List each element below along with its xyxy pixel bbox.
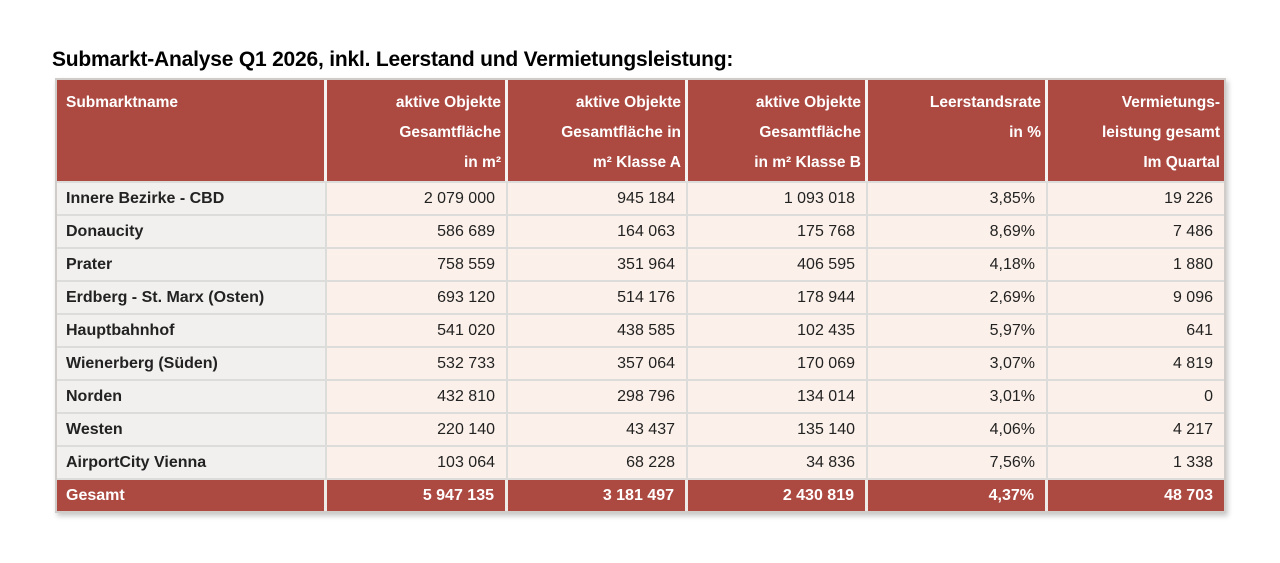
table-row: Hauptbahnhof 541 020 438 585 102 435 5,9… — [57, 313, 1224, 346]
cell-class-a-area: 514 176 — [508, 282, 688, 313]
cell-submarkt-name: AirportCity Vienna — [57, 447, 327, 478]
column-header-line — [868, 148, 1041, 178]
cell-vacancy-rate: 4,06% — [868, 414, 1048, 445]
total-vacancy-value: 4,37% — [868, 480, 1048, 511]
column-header-line: Submarktname — [66, 94, 178, 111]
cell-class-b-area: 175 768 — [688, 216, 868, 247]
cell-class-a-area: 438 585 — [508, 315, 688, 346]
column-header-line: m² Klasse A — [592, 154, 681, 171]
cell-class-b-area: 170 069 — [688, 348, 868, 379]
cell-vacancy-rate: 7,56% — [868, 447, 1048, 478]
cell-submarkt-name: Prater — [57, 249, 327, 280]
column-header-line: in m² Klasse B — [754, 154, 861, 171]
cell-vacancy-rate: 2,69% — [868, 282, 1048, 313]
table-row: Prater 758 559 351 964 406 595 4,18% 1 8… — [57, 247, 1224, 280]
table-row: Wienerberg (Süden) 532 733 357 064 170 0… — [57, 346, 1224, 379]
total-lettings-value: 48 703 — [1164, 486, 1213, 504]
cell-submarkt-name: Wienerberg (Süden) — [57, 348, 327, 379]
cell-class-a-area: 351 964 — [508, 249, 688, 280]
cell-class-b-area: 135 140 — [688, 414, 868, 445]
column-header-line: Im Quartal — [1143, 154, 1220, 171]
column-header-line: Vermietungs- — [1121, 94, 1220, 111]
cell-submarkt-name: Hauptbahnhof — [57, 315, 327, 346]
cell-class-a-area: 68 228 — [508, 447, 688, 478]
cell-class-b-area: 406 595 — [688, 249, 868, 280]
cell-vacancy-rate: 3,01% — [868, 381, 1048, 412]
cell-lettings-total: 1 338 — [1048, 447, 1224, 478]
column-header-line: aktive Objekte — [575, 94, 681, 111]
cell-class-a-area: 357 064 — [508, 348, 688, 379]
table-row: Westen 220 140 43 437 135 140 4,06% 4 21… — [57, 412, 1224, 445]
cell-class-b-area: 178 944 — [688, 282, 868, 313]
page-title: Submarkt-Analyse Q1 2026, inkl. Leerstan… — [52, 48, 734, 71]
cell-vacancy-rate: 3,07% — [868, 348, 1048, 379]
cell-total-area: 541 020 — [327, 315, 508, 346]
table-row: Erdberg - St. Marx (Osten) 693 120 514 1… — [57, 280, 1224, 313]
table-row: Donaucity 586 689 164 063 175 768 8,69% … — [57, 214, 1224, 247]
cell-lettings-total: 4 217 — [1048, 414, 1224, 445]
cell-lettings-total: 0 — [1048, 381, 1224, 412]
column-header-line: in m² — [463, 154, 501, 171]
total-label: Gesamt — [57, 480, 327, 511]
cell-total-area: 758 559 — [327, 249, 508, 280]
total-class-b-value: 2 430 819 — [688, 480, 868, 511]
cell-lettings-total: 1 880 — [1048, 249, 1224, 280]
cell-lettings-total: 19 226 — [1048, 183, 1224, 214]
cell-class-a-area: 43 437 — [508, 414, 688, 445]
cell-lettings-total: 7 486 — [1048, 216, 1224, 247]
column-header-line: Leerstandsrate — [929, 94, 1041, 111]
cell-total-area: 586 689 — [327, 216, 508, 247]
cell-total-area: 532 733 — [327, 348, 508, 379]
column-header-line: aktive Objekte — [395, 94, 501, 111]
column-header-klasse-a: aktive Objekte Gesamtfläche in m² Klasse… — [508, 80, 688, 181]
cell-vacancy-rate: 3,85% — [868, 183, 1048, 214]
column-header-line: Gesamtfläche — [759, 124, 861, 141]
column-header-klasse-b: aktive Objekte Gesamtfläche in m² Klasse… — [688, 80, 868, 181]
table-total-row: Gesamt 5 947 135 3 181 497 2 430 819 4,3… — [57, 478, 1224, 511]
column-header-line: aktive Objekte — [755, 94, 861, 111]
cell-total-area: 693 120 — [327, 282, 508, 313]
column-header-leerstandsrate: Leerstandsrate in % — [868, 80, 1048, 181]
cell-class-a-area: 298 796 — [508, 381, 688, 412]
cell-vacancy-rate: 4,18% — [868, 249, 1048, 280]
cell-submarkt-name: Westen — [57, 414, 327, 445]
cell-submarkt-name: Donaucity — [57, 216, 327, 247]
total-area-value: 5 947 135 — [327, 480, 508, 511]
cell-class-b-area: 102 435 — [688, 315, 868, 346]
cell-total-area: 432 810 — [327, 381, 508, 412]
table-row: AirportCity Vienna 103 064 68 228 34 836… — [57, 445, 1224, 478]
cell-lettings-total: 641 — [1048, 315, 1224, 346]
table-header-row: Submarktname aktive Objekte Gesamtfläche… — [57, 80, 1224, 181]
submarket-table: Submarktname aktive Objekte Gesamtfläche… — [55, 78, 1226, 513]
cell-class-b-area: 34 836 — [688, 447, 868, 478]
cell-total-area: 2 079 000 — [327, 183, 508, 214]
cell-submarkt-name: Erdberg - St. Marx (Osten) — [57, 282, 327, 313]
column-header-gesamtflaeche: aktive Objekte Gesamtfläche in m² — [327, 80, 508, 181]
cell-submarkt-name: Norden — [57, 381, 327, 412]
column-header-line: Gesamtfläche — [399, 124, 501, 141]
cell-class-a-area: 945 184 — [508, 183, 688, 214]
cell-total-area: 220 140 — [327, 414, 508, 445]
cell-submarkt-name: Innere Bezirke - CBD — [57, 183, 327, 214]
cell-class-a-area: 164 063 — [508, 216, 688, 247]
cell-vacancy-rate: 5,97% — [868, 315, 1048, 346]
table-row: Norden 432 810 298 796 134 014 3,01% 0 — [57, 379, 1224, 412]
cell-lettings-total: 4 819 — [1048, 348, 1224, 379]
column-header-line: leistung gesamt — [1102, 124, 1220, 141]
column-header-line: in % — [1009, 124, 1041, 141]
table-body: Innere Bezirke - CBD 2 079 000 945 184 1… — [57, 181, 1224, 478]
cell-class-b-area: 134 014 — [688, 381, 868, 412]
cell-lettings-total: 9 096 — [1048, 282, 1224, 313]
cell-class-b-area: 1 093 018 — [688, 183, 868, 214]
cell-vacancy-rate: 8,69% — [868, 216, 1048, 247]
column-header-vermietungsleistung: Vermietungs- leistung gesamt Im Quartal — [1048, 80, 1224, 181]
column-header-line: Gesamtfläche in — [561, 124, 681, 141]
cell-total-area: 103 064 — [327, 447, 508, 478]
column-header-submarktname: Submarktname — [57, 80, 327, 181]
total-class-a-value: 3 181 497 — [508, 480, 688, 511]
table-row: Innere Bezirke - CBD 2 079 000 945 184 1… — [57, 181, 1224, 214]
